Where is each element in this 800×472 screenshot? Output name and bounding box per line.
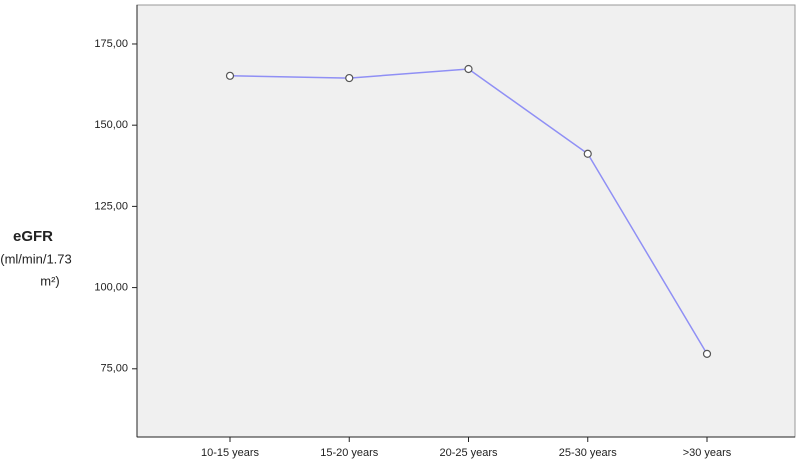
y-axis-title: eGFR xyxy=(13,228,53,245)
y-tick-label: 150,00 xyxy=(94,119,128,131)
x-tick-label: 20-25 years xyxy=(439,447,498,459)
y-axis-unit: m²) xyxy=(40,273,60,288)
x-tick-label: >30 years xyxy=(683,447,732,459)
y-tick-label: 100,00 xyxy=(94,281,128,293)
x-tick-label: 15-20 years xyxy=(320,447,379,459)
y-tick-label: 75,00 xyxy=(100,363,128,375)
y-tick-label: 125,00 xyxy=(94,200,128,212)
y-tick-label: 175,00 xyxy=(94,38,128,50)
point xyxy=(225,71,235,80)
point xyxy=(583,149,592,158)
x-tick-label: 25-30 years xyxy=(559,447,618,459)
point xyxy=(345,73,354,83)
y-axis-unit: (ml/min/1.73 xyxy=(0,251,72,266)
x-tick-label: 10-15 years xyxy=(201,447,260,459)
point xyxy=(464,64,473,74)
point xyxy=(702,349,712,358)
plot-area xyxy=(136,4,796,438)
